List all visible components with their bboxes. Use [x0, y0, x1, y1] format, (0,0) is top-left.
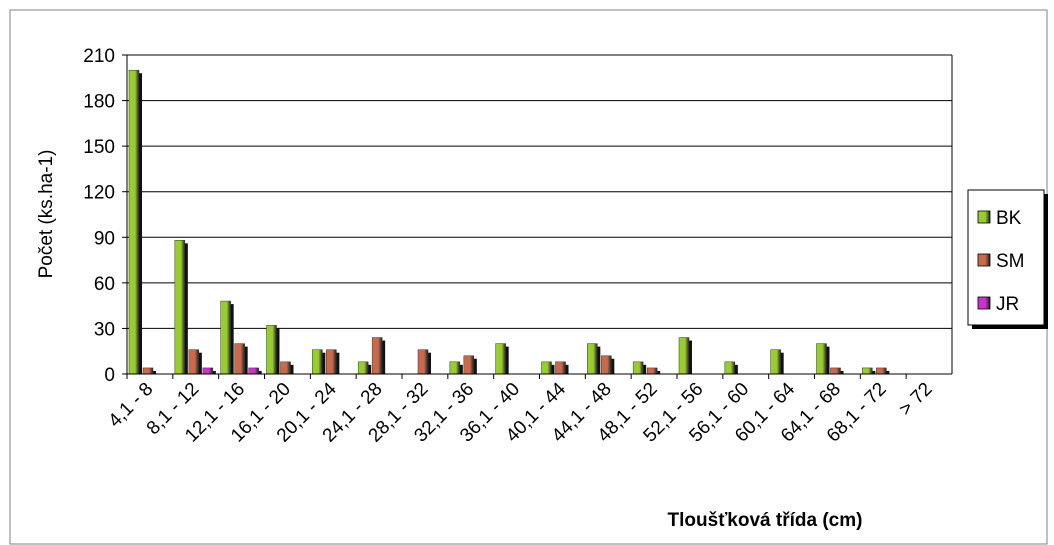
bar: [220, 300, 234, 375]
legend-swatch: [977, 296, 991, 310]
bar-side: [550, 364, 555, 374]
legend-label: SM: [996, 251, 1025, 272]
bar-face: [555, 361, 566, 375]
bar: [417, 349, 431, 375]
x-axis-label: Tloušťková třída (cm): [668, 510, 863, 531]
bar-face: [202, 367, 214, 375]
bar-side: [335, 352, 340, 374]
bar-face: [417, 349, 429, 375]
bar-face: [816, 343, 827, 375]
bar-side: [688, 340, 692, 374]
y-tick-label: 0: [104, 365, 115, 386]
bar-side: [381, 340, 386, 374]
bar-face: [541, 361, 552, 375]
bar: [266, 325, 280, 375]
bar-side: [243, 346, 248, 374]
bar: [312, 349, 326, 375]
bar: [587, 343, 601, 375]
bar-face: [326, 349, 337, 375]
bar: [770, 349, 784, 375]
bar-side: [211, 370, 216, 374]
bar: [816, 343, 830, 375]
legend-swatch: [977, 210, 991, 224]
bar-side: [197, 352, 202, 374]
chart-frame: [9, 9, 1048, 545]
legend-label: BK: [996, 208, 1022, 229]
bar-face: [632, 361, 644, 375]
bar-side: [825, 346, 830, 374]
bar: [174, 240, 188, 375]
bar-face: [248, 367, 259, 375]
bar-side: [257, 370, 262, 374]
y-tick-label: 150: [83, 137, 115, 158]
bar: [188, 349, 202, 375]
bar-face: [266, 325, 277, 375]
bar-side: [596, 346, 601, 374]
bar: [128, 69, 142, 375]
y-tick-label: 210: [83, 46, 115, 67]
bar-side: [871, 370, 876, 374]
legend-label: JR: [996, 294, 1019, 315]
bar-side: [289, 364, 294, 374]
bar-side: [183, 243, 188, 374]
bar-face: [830, 367, 841, 375]
bar-face: [357, 361, 369, 375]
y-tick-label: 60: [94, 274, 115, 295]
bar-face: [174, 240, 186, 375]
bar-side: [458, 364, 463, 374]
y-tick-label: 120: [83, 183, 115, 204]
bar-face: [463, 355, 475, 375]
bar-face: [371, 337, 383, 375]
bar-face: [128, 69, 140, 375]
bar-side: [504, 346, 509, 374]
y-tick-label: 180: [83, 92, 115, 113]
bar-face: [601, 355, 612, 375]
bar-face: [188, 349, 200, 375]
bar-face: [876, 367, 887, 375]
bar-face: [646, 367, 658, 375]
bar-side: [839, 370, 844, 374]
y-tick-label: 30: [94, 319, 115, 340]
y-tick-label: 90: [94, 228, 115, 249]
bar-face: [312, 349, 323, 375]
bar-side: [367, 364, 372, 374]
bar-face: [449, 361, 461, 375]
bar-face: [770, 349, 781, 375]
bar-face: [862, 367, 873, 375]
legend-swatch: [977, 253, 991, 267]
bar-side: [229, 304, 234, 374]
bar-side: [779, 352, 784, 374]
bar: [234, 343, 248, 375]
bar-side: [275, 328, 280, 374]
bar-face: [678, 337, 690, 375]
bar-face: [220, 300, 231, 375]
y-axis-label: Počet (ks.ha-1): [36, 150, 57, 279]
bar-face: [142, 367, 154, 375]
bar-side: [642, 364, 647, 374]
bar-side: [321, 352, 326, 374]
bar: [371, 337, 386, 375]
bar-side: [472, 358, 477, 374]
bar-face: [495, 343, 506, 375]
bar: [678, 337, 692, 375]
bar-side: [656, 370, 661, 374]
bar-side: [427, 352, 431, 374]
bar-side: [138, 73, 142, 374]
bar-face: [280, 361, 291, 375]
bar-side: [564, 364, 569, 374]
bar-face: [234, 343, 245, 375]
bar-face: [587, 343, 598, 375]
bar-side: [733, 364, 738, 374]
bar-side: [885, 370, 890, 374]
bar: [326, 349, 340, 375]
bar: [495, 343, 509, 375]
bar-side: [610, 358, 615, 374]
bar-side: [152, 370, 156, 374]
bar-face: [724, 361, 736, 375]
